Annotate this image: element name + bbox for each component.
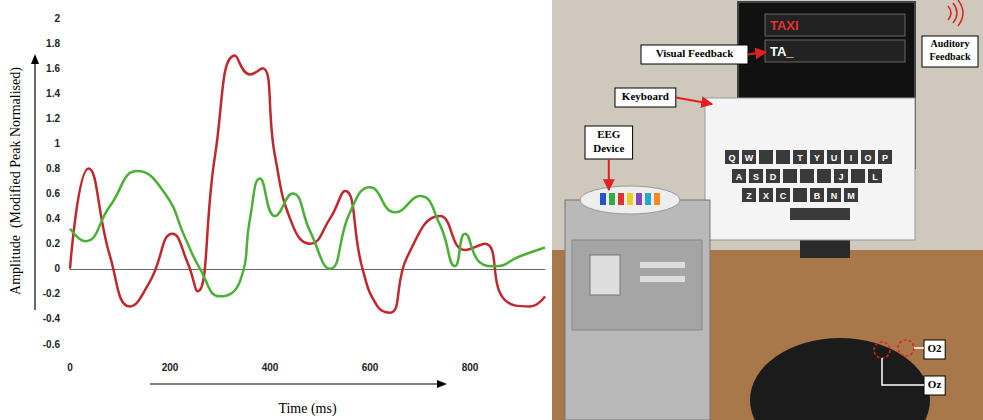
svg-text:EEG: EEG — [597, 128, 621, 140]
svg-text:S: S — [753, 172, 759, 182]
svg-text:0.4: 0.4 — [46, 213, 60, 224]
svg-text:TA_: TA_ — [770, 44, 794, 59]
svg-text:800: 800 — [462, 362, 479, 373]
svg-text:Y: Y — [814, 153, 820, 163]
svg-text:L: L — [872, 172, 878, 182]
svg-text:1.8: 1.8 — [46, 38, 60, 49]
svg-text:Oz: Oz — [928, 378, 942, 390]
svg-text:C: C — [780, 191, 787, 201]
svg-text:-0.4: -0.4 — [43, 313, 61, 324]
svg-text:0.8: 0.8 — [46, 163, 60, 174]
svg-text:N: N — [831, 191, 838, 201]
svg-text:Keyboard: Keyboard — [622, 90, 669, 102]
svg-text:0.6: 0.6 — [46, 188, 60, 199]
svg-text:O2: O2 — [928, 342, 943, 354]
svg-text:1: 1 — [54, 138, 60, 149]
svg-text:1.2: 1.2 — [46, 113, 60, 124]
svg-text:T: T — [797, 153, 803, 163]
svg-text:O: O — [864, 153, 871, 163]
svg-text:Time (ms): Time (ms) — [278, 401, 337, 417]
svg-text:W: W — [745, 153, 754, 163]
svg-text:M: M — [847, 191, 855, 201]
svg-text:-0.6: -0.6 — [43, 339, 61, 350]
svg-text:0.2: 0.2 — [46, 238, 60, 249]
svg-text:Auditory: Auditory — [931, 38, 970, 49]
svg-text:Device: Device — [593, 142, 624, 154]
svg-text:200: 200 — [162, 362, 179, 373]
svg-text:X: X — [763, 191, 769, 201]
svg-text:TAXI: TAXI — [770, 18, 799, 33]
svg-text:0: 0 — [67, 362, 73, 373]
svg-text:2: 2 — [54, 13, 60, 24]
svg-text:Q: Q — [728, 153, 735, 163]
svg-text:Amplitude (Modified Peak Norm: Amplitude (Modified Peak Normalised) — [8, 67, 24, 295]
svg-text:I: I — [850, 153, 853, 163]
svg-text:P: P — [882, 153, 888, 163]
svg-text:-0.2: -0.2 — [43, 288, 61, 299]
svg-text:Z: Z — [746, 191, 752, 201]
svg-text:A: A — [736, 172, 743, 182]
svg-text:1.6: 1.6 — [46, 63, 60, 74]
svg-text:0: 0 — [54, 263, 60, 274]
svg-text:B: B — [814, 191, 821, 201]
svg-text:Visual Feedback: Visual Feedback — [656, 47, 734, 59]
svg-text:J: J — [838, 172, 843, 182]
svg-text:1.4: 1.4 — [46, 88, 60, 99]
svg-text:Feedback: Feedback — [929, 51, 971, 62]
svg-text:600: 600 — [362, 362, 379, 373]
svg-text:U: U — [831, 153, 838, 163]
svg-text:400: 400 — [262, 362, 279, 373]
svg-text:D: D — [770, 172, 777, 182]
